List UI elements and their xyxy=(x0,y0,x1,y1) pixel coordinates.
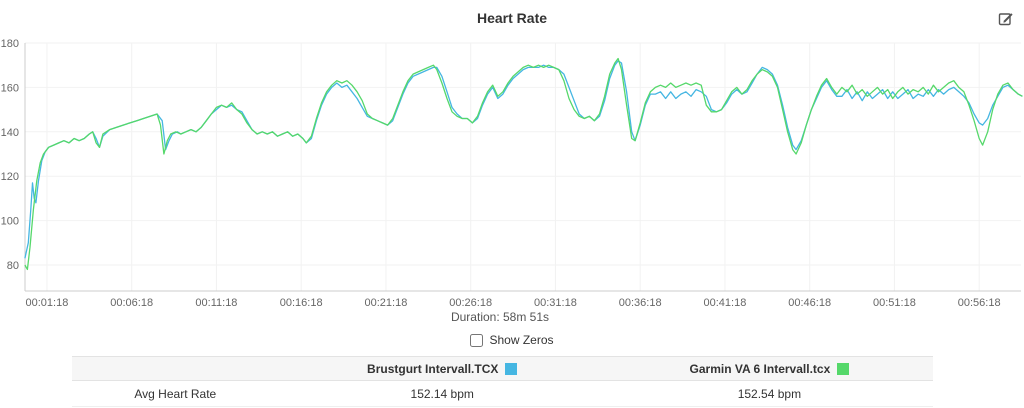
x-tick-label: 00:41:18 xyxy=(704,297,747,309)
series-color-swatch xyxy=(837,362,850,375)
x-tick-label: 00:51:18 xyxy=(873,297,916,309)
edit-icon[interactable] xyxy=(996,8,1016,28)
metric-value-cell: 152.54 bpm xyxy=(605,380,933,407)
x-tick-label: 00:36:18 xyxy=(619,297,662,309)
x-tick-label: 00:01:18 xyxy=(26,297,69,309)
show-zeros-checkbox[interactable] xyxy=(470,333,484,347)
x-tick-label: 00:31:18 xyxy=(534,297,577,309)
hr-line-series-1 xyxy=(24,57,1023,271)
x-tick-label: 00:56:18 xyxy=(958,297,1001,309)
y-tick-label: 100 xyxy=(1,216,19,228)
summary-col-header: Brustgurt Intervall.TCX xyxy=(279,357,606,381)
x-tick-label: 00:16:18 xyxy=(280,297,323,309)
y-tick-label: 80 xyxy=(7,260,19,272)
series-name-label: Garmin VA 6 Intervall.tcx xyxy=(689,361,831,376)
summary-table-header: Brustgurt Intervall.TCX Garmin VA 6 Inter… xyxy=(72,356,933,381)
metric-value-cell: 152.14 bpm xyxy=(278,380,606,407)
chart-card: 180 160 140 120 100 80 00:01:18 00:06:18 00:11:1… xyxy=(0,8,1023,309)
x-tick-label: 00:46:18 xyxy=(788,297,831,309)
show-zeros-label[interactable]: Show Zeros xyxy=(489,333,554,347)
summary-table: Brustgurt Intervall.TCX Garmin VA 6 Inter… xyxy=(72,356,933,407)
x-tick-label: 00:21:18 xyxy=(365,297,408,309)
heart-rate-plot: 180 160 140 120 100 80 00:01:18 00:06:18 00:11:1… xyxy=(1,38,1023,309)
pencil-square-icon xyxy=(998,13,1013,26)
y-tick-label: 180 xyxy=(1,38,19,50)
show-zeros-control: Show Zeros xyxy=(0,333,1024,347)
series-name-label: Brustgurt Intervall.TCX xyxy=(367,361,499,376)
y-tick-label: 140 xyxy=(1,127,19,139)
y-tick-label: 120 xyxy=(1,171,19,183)
x-tick-label: 00:11:18 xyxy=(195,297,237,309)
x-tick-label: 00:26:18 xyxy=(449,297,492,309)
series-color-swatch xyxy=(505,362,518,375)
x-tick-label: 00:06:18 xyxy=(110,297,153,309)
summary-col-header: Garmin VA 6 Intervall.tcx xyxy=(606,357,933,381)
summary-col-header xyxy=(72,357,279,381)
metric-name-cell: Avg Heart Rate xyxy=(72,380,279,407)
y-tick-label: 160 xyxy=(1,82,19,94)
duration-caption: Duration: 58m 51s xyxy=(450,310,550,324)
page-title: Heart Rate xyxy=(476,10,548,26)
hr-line-series-0 xyxy=(24,60,1023,259)
table-row: Avg Heart Rate 152.14 bpm 152.54 bpm xyxy=(72,380,933,407)
